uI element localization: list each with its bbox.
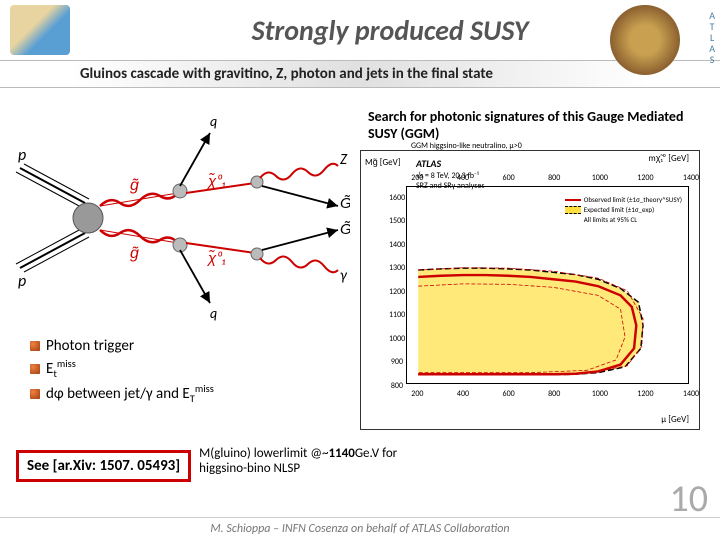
chart-ylabel: Mg̃ [GeV] [365, 157, 401, 168]
label-chi-bot: χ̃⁰₁ [206, 250, 226, 268]
conference-logo [10, 5, 70, 55]
label-G-bot: G̃ [340, 221, 350, 239]
label-p-bot: p [18, 272, 26, 291]
feynman-diagram: p p q q g̃ g̃ χ̃⁰₁ χ̃⁰₁ Z G̃ G̃ γ [10, 108, 350, 328]
label-Z: Z [340, 151, 348, 169]
label-gluino-top: g̃ [130, 176, 139, 195]
bottom-row: See [ar.Xiv: 1507. 05493] M(gluino) lowe… [0, 430, 720, 482]
chart-legend: Observed limit (±1σ_theory^SUSY) Expecte… [563, 193, 684, 226]
chart-xlabel: μ [GeV] [661, 414, 689, 425]
chart-conditions: √s = 8 TeV, 20.3 fb⁻¹SRZ and SRγ analyse… [416, 171, 485, 191]
label-q-bot: q [210, 305, 217, 322]
bullet-icon [30, 364, 40, 374]
subtitle: Gluinos cascade with gravitino, Z, photo… [80, 65, 640, 83]
bullet-list: Photon trigger Etmiss dφ between jet/γ a… [10, 328, 350, 406]
label-q-top: q [210, 113, 217, 130]
footer: M. Schioppa – INFN Cosenza on behalf of … [0, 517, 720, 540]
bullet-icon [30, 341, 40, 351]
label-p-top: p [18, 146, 26, 165]
exclusion-chart: mχ̃₁⁰ [GeV] Mg̃ [GeV] μ [GeV] ATLAS √s =… [360, 150, 700, 430]
bullet-2: Etmiss [30, 356, 350, 381]
left-column: p p q q g̃ g̃ χ̃⁰₁ χ̃⁰₁ Z G̃ G̃ γ Photon… [10, 108, 350, 430]
label-chi-top: χ̃⁰₁ [206, 173, 226, 191]
chart-atlas-label: ATLAS [416, 157, 441, 170]
subtitle-bar: Gluinos cascade with gravitino, Z, photo… [0, 60, 720, 88]
label-gluino-bot: g̃ [130, 244, 139, 263]
bullet-icon [30, 389, 40, 399]
atlas-logo [610, 5, 680, 75]
page-number: 10 [669, 476, 708, 522]
right-column: Search for photonic signatures of this G… [360, 108, 700, 430]
main-content: p p q q g̃ g̃ χ̃⁰₁ χ̃⁰₁ Z G̃ G̃ γ Photon… [0, 88, 720, 430]
result-text: M(gluino) lowerlimit @~1140Ge.V forhiggs… [191, 430, 397, 476]
chart-top-axis-label: mχ̃₁⁰ [GeV] [649, 153, 689, 164]
atlas-text: A T L A S [709, 10, 715, 65]
chart-ggm-text: GGM higgsino-like neutralino, μ>0 [411, 141, 522, 151]
bullet-1: Photon trigger [30, 336, 350, 356]
reference-box: See [ar.Xiv: 1507. 05493] [16, 450, 191, 482]
header: Strongly produced SUSY A T L A S [0, 0, 720, 60]
label-G-top: G̃ [340, 195, 350, 213]
label-gamma: γ [340, 267, 348, 285]
bullet-3: dφ between jet/γ and ETmiss [30, 381, 350, 406]
